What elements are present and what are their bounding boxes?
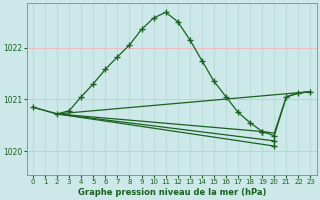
X-axis label: Graphe pression niveau de la mer (hPa): Graphe pression niveau de la mer (hPa) [77, 188, 266, 197]
